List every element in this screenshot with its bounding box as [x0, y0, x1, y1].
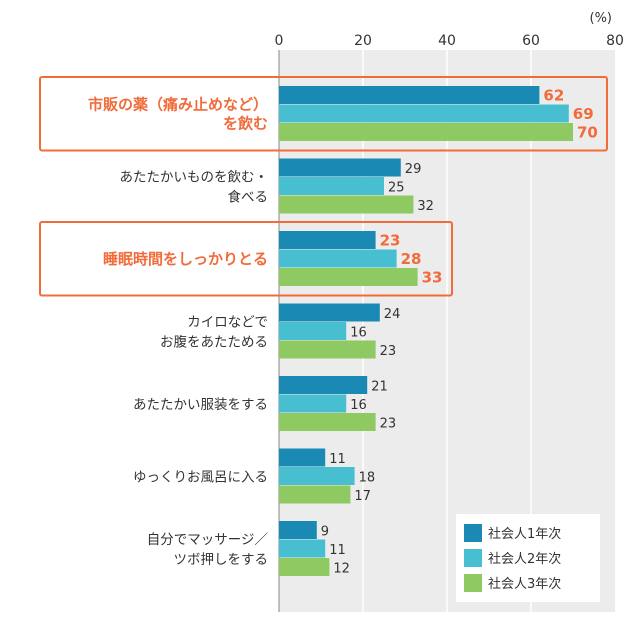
category-label: あたたかい服装をする [133, 397, 268, 413]
category-label: ゆっくりお風呂に入る [133, 469, 268, 485]
unit-label: (%) [590, 11, 613, 26]
highlight-box [39, 221, 453, 297]
data-label: 11 [329, 452, 346, 467]
bar [279, 376, 368, 394]
data-label: 32 [417, 199, 434, 214]
data-label: 25 [388, 180, 405, 195]
category-label: 睡眠時間をしっかりとる [103, 250, 268, 268]
category-label: ツボ押しをする [174, 552, 269, 568]
data-label: 21 [371, 379, 388, 394]
legend-swatch [464, 574, 482, 592]
bar [279, 231, 376, 249]
data-label: 29 [405, 162, 422, 177]
data-label: 33 [422, 268, 443, 286]
category-label: 食べる [228, 188, 269, 205]
data-label: 11 [329, 543, 346, 558]
data-label: 23 [380, 416, 397, 431]
legend-label: 社会人2年次 [488, 551, 561, 567]
data-label: 23 [380, 231, 401, 249]
category-label: お腹をあたためる [160, 333, 268, 350]
data-label: 24 [384, 307, 401, 322]
x-tick-label: 0 [275, 33, 284, 49]
x-tick-label: 80 [606, 33, 624, 49]
highlight-box [39, 76, 608, 152]
data-label: 23 [380, 344, 397, 359]
highlight-boxes [39, 76, 608, 297]
bar [279, 123, 573, 141]
bar [279, 158, 401, 177]
bar [279, 322, 347, 340]
data-label: 70 [577, 123, 598, 141]
bar [279, 249, 397, 268]
bar [279, 268, 418, 286]
data-label: 16 [350, 398, 367, 413]
bar [279, 303, 380, 322]
category-label: あたたかいものを飲む・ [120, 169, 269, 185]
bar [279, 177, 384, 195]
x-axis-ticks: 0 20 40 60 80 [275, 33, 624, 49]
bar [279, 195, 414, 214]
data-label: 69 [573, 105, 594, 123]
data-label: 12 [333, 561, 350, 576]
data-label: 18 [359, 470, 376, 485]
data-labels: 6269702925322328332416232116231118179111… [321, 86, 598, 576]
data-label: 28 [401, 250, 422, 268]
legend-label: 社会人3年次 [488, 576, 561, 592]
bar [279, 448, 326, 467]
bar [279, 86, 540, 104]
legend-label: 社会人1年次 [488, 526, 561, 542]
bars [279, 86, 573, 576]
bar [279, 485, 351, 504]
bar [279, 521, 317, 539]
bar [279, 104, 569, 123]
bar [279, 413, 376, 431]
category-label: 市販の薬（痛み止めなど） [88, 95, 268, 113]
data-label: 62 [543, 86, 564, 104]
bar [279, 394, 347, 413]
category-label: カイロなどで [187, 314, 268, 330]
category-label: 自分でマッサージ／ [147, 532, 269, 548]
bar [279, 467, 355, 485]
bar [279, 340, 376, 359]
x-tick-label: 60 [522, 33, 540, 49]
x-tick-label: 20 [354, 33, 372, 49]
data-label: 16 [350, 325, 367, 340]
data-label: 17 [354, 489, 371, 504]
bar [279, 558, 330, 576]
data-label: 9 [321, 524, 329, 539]
category-label: を飲む [223, 114, 268, 132]
category-labels: 市販の薬（痛み止めなど）を飲むあたたかいものを飲む・食べる睡眠時間をしっかりとる… [88, 95, 269, 568]
legend-swatch [464, 524, 482, 542]
x-tick-label: 40 [438, 33, 456, 49]
legend-swatch [464, 549, 482, 567]
bar [279, 539, 326, 558]
